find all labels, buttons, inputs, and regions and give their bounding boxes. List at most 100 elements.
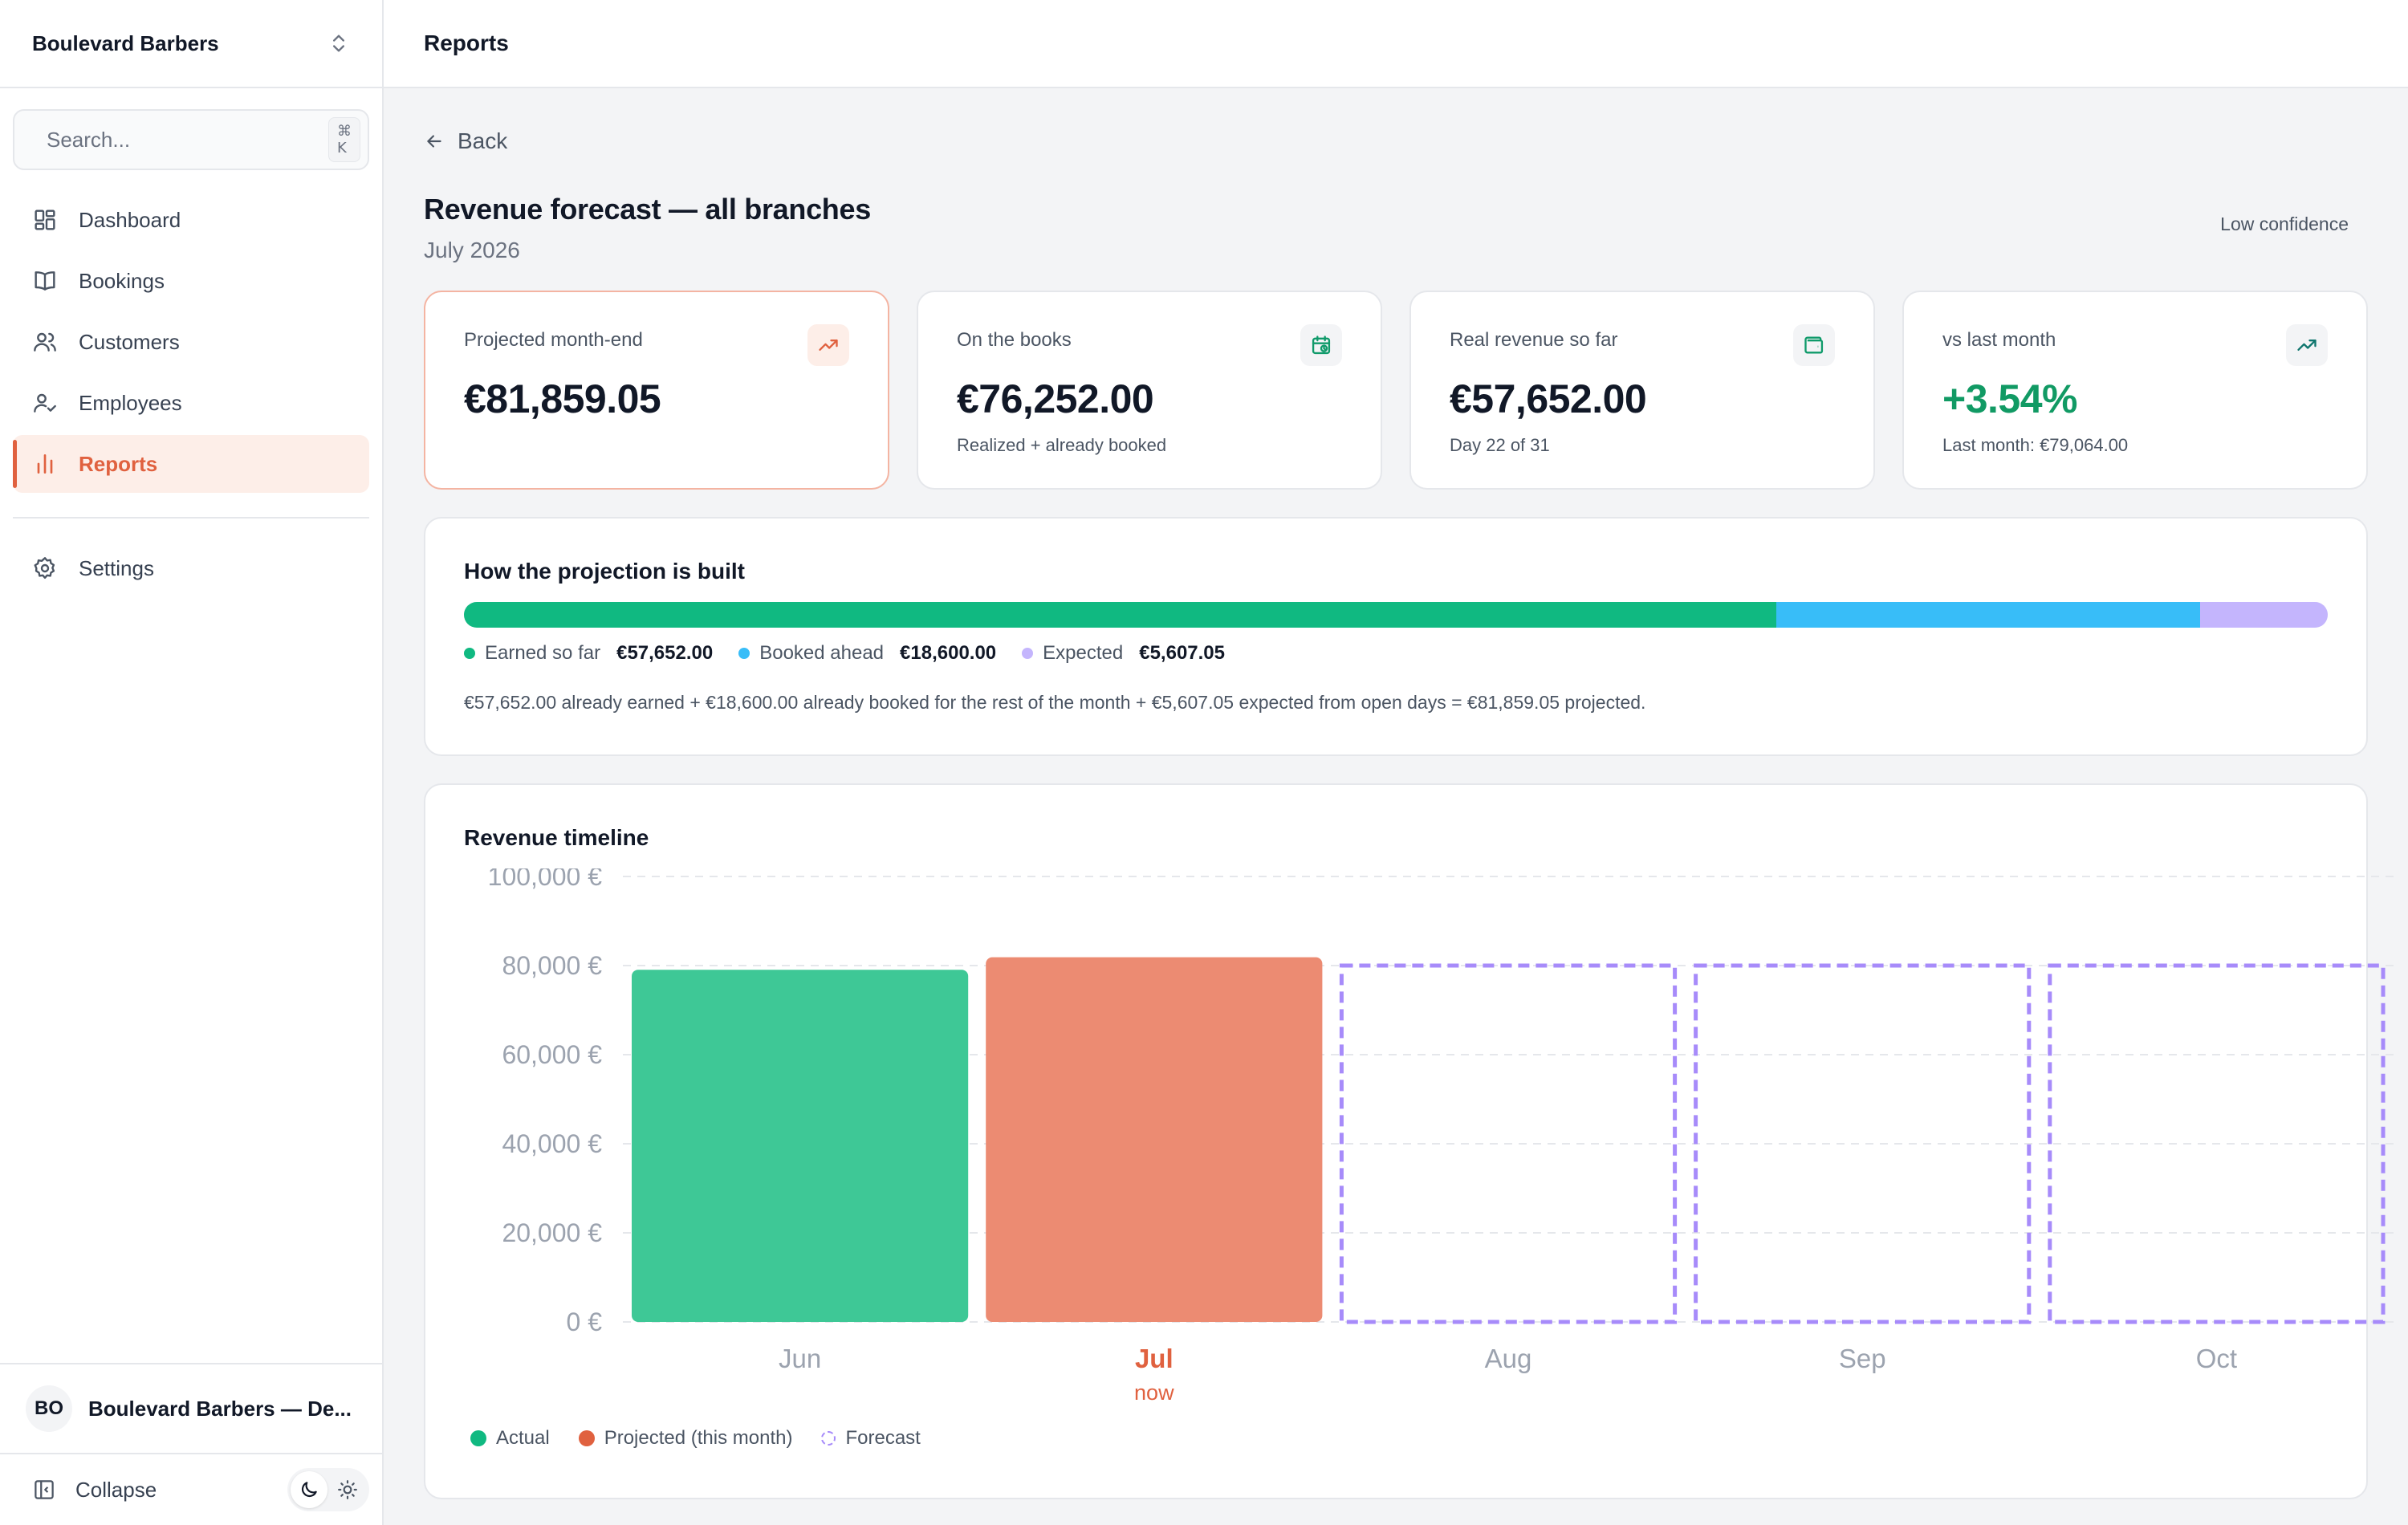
kpi-icon-badge (2286, 324, 2328, 366)
sidebar-nav: Dashboard Bookings Customers Employees R… (0, 191, 382, 493)
bar-projected-this-month (986, 957, 1323, 1322)
x-tick-sublabel: now (1134, 1381, 1174, 1405)
legend-label: Booked ahead (759, 642, 885, 664)
wallet-icon (1804, 336, 1824, 354)
content: Back Revenue forecast — all branches Jul… (384, 88, 2408, 1499)
y-tick-label: 0 € (567, 1307, 603, 1336)
trending-up-icon (2297, 340, 2316, 351)
legend-dot (578, 1430, 595, 1446)
kpi-card-vs-last-month: vs last month +3.54% Last month: €79,064… (1902, 291, 2368, 490)
breakdown-legend: Earned so far €57,652.00 Booked ahead €1… (464, 642, 2328, 665)
sidebar-item-bookings[interactable]: Bookings (13, 252, 369, 310)
topbar: Reports (384, 0, 2408, 88)
page-header-title: Reports (424, 31, 509, 55)
stacked-progress-bar (464, 602, 2328, 628)
users-icon (34, 332, 56, 352)
breakdown-explanation: €57,652.00 already earned + €18,600.00 a… (464, 692, 1646, 713)
gear-icon (34, 557, 55, 580)
legend-item-expected: Expected €5,607.05 (1022, 642, 1225, 665)
kpi-card-real-revenue: Real revenue so far €57,652.00 Day 22 of… (1409, 291, 1875, 490)
account-switcher[interactable]: BO Boulevard Barbers — De... (0, 1363, 382, 1454)
bar-segment-expected (2199, 602, 2328, 628)
sidebar-item-label: Settings (79, 555, 154, 580)
kpi-note: Day 22 of 31 (1450, 435, 1550, 455)
legend-label: Earned so far (485, 642, 601, 664)
dark-mode-button[interactable] (291, 1471, 327, 1508)
sidebar-footer: BO Boulevard Barbers — De... Collapse (0, 1363, 382, 1525)
legend-value: €5,607.05 (1139, 642, 1226, 664)
y-tick-label: 40,000 € (502, 1129, 602, 1158)
kpi-icon-badge (1793, 324, 1835, 366)
legend-dot (738, 648, 750, 659)
sidebar-item-settings[interactable]: Settings (13, 539, 369, 597)
kpi-label: vs last month (1942, 329, 2056, 351)
collapse-button[interactable]: Collapse (32, 1478, 157, 1503)
legend-value: €57,652.00 (616, 642, 714, 664)
revenue-timeline-card: Revenue timeline 0 € 20,000 € 40,000 € 60,0… (424, 783, 2394, 1499)
account-name: Boulevard Barbers — De... (88, 1396, 352, 1421)
kpi-icon-badge (807, 324, 849, 366)
trending-up-icon (819, 340, 838, 351)
sidebar-item-employees[interactable]: Employees (13, 374, 369, 432)
sidebar-item-reports[interactable]: Reports (13, 435, 369, 493)
search-box[interactable]: ⌘ K (13, 109, 369, 170)
sidebar-item-label: Reports (79, 451, 158, 476)
back-link[interactable]: Back (424, 128, 507, 154)
x-tick-label: Sep (1839, 1344, 1886, 1373)
kpi-label: On the books (957, 329, 1072, 351)
sidebar-item-label: Bookings (79, 268, 165, 293)
projection-breakdown-card: How the projection is built Earned so fa… (424, 517, 2368, 756)
page-heading: Revenue forecast — all branches July 202… (424, 193, 2368, 263)
legend-item-booked: Booked ahead €18,600.00 (738, 642, 996, 665)
kpi-card-on-books: On the books €76,252.00 Realized + alrea… (917, 291, 1382, 490)
chart-legend: Actual Projected (this month) Forecast (470, 1427, 921, 1450)
legend-label: Actual (496, 1427, 550, 1449)
y-tick-label: 20,000 € (502, 1218, 602, 1247)
org-switcher[interactable]: Boulevard Barbers (0, 0, 382, 88)
sun-icon (338, 1480, 357, 1499)
collapse-label: Collapse (75, 1477, 157, 1502)
bar-segment-booked (1776, 602, 2200, 628)
sidebar-divider (13, 517, 369, 518)
legend-dot (464, 648, 475, 659)
kpi-note: Last month: €79,064.00 (1942, 435, 2129, 455)
sidebar-item-label: Customers (79, 329, 180, 354)
sidebar: Boulevard Barbers ⌘ K Dashboard Bookings… (0, 0, 384, 1525)
kpi-icon-badge (1300, 324, 1342, 366)
card-title: Revenue timeline (464, 825, 649, 850)
bar-segment-earned (464, 602, 1777, 628)
book-icon (35, 271, 55, 291)
sidebar-item-label: Employees (79, 390, 182, 415)
light-mode-button[interactable] (329, 1471, 366, 1508)
chevron-up-down-icon (333, 35, 344, 52)
confidence-label: Low confidence (2220, 214, 2349, 234)
page-subtitle: July 2026 (424, 238, 520, 262)
theme-toggle[interactable] (287, 1468, 369, 1511)
kpi-note: Realized + already booked (957, 435, 1167, 455)
legend-item-earned: Earned so far €57,652.00 (464, 642, 713, 665)
page-title: Revenue forecast — all branches (424, 193, 871, 226)
sidebar-item-dashboard[interactable]: Dashboard (13, 191, 369, 249)
kpi-card-projected: Projected month-end €81,859.05 (424, 291, 889, 490)
arrow-left-icon (427, 135, 441, 148)
bar-forecast (2048, 963, 2386, 1324)
kpi-label: Real revenue so far (1450, 329, 1618, 351)
legend-item-projected: Projected (this month) (578, 1427, 792, 1450)
grid-icon (35, 209, 55, 230)
kpi-value: +3.54% (1942, 376, 2077, 421)
back-label: Back (458, 128, 508, 153)
kpi-value: €81,859.05 (464, 376, 661, 421)
kpi-value: €57,652.00 (1450, 376, 1647, 421)
sidebar-item-customers[interactable]: Customers (13, 313, 369, 371)
legend-dot (821, 1431, 836, 1446)
search-input[interactable] (47, 127, 315, 152)
x-tick-label: Jul (1135, 1344, 1173, 1373)
calendar-clock-icon (1312, 336, 1331, 355)
legend-value: €18,600.00 (900, 642, 997, 664)
kpi-value: €76,252.00 (957, 376, 1154, 421)
kpi-label: Projected month-end (464, 329, 643, 351)
y-tick-label: 100,000 € (488, 868, 603, 891)
legend-dot (470, 1430, 486, 1446)
legend-label: Forecast (845, 1427, 921, 1449)
